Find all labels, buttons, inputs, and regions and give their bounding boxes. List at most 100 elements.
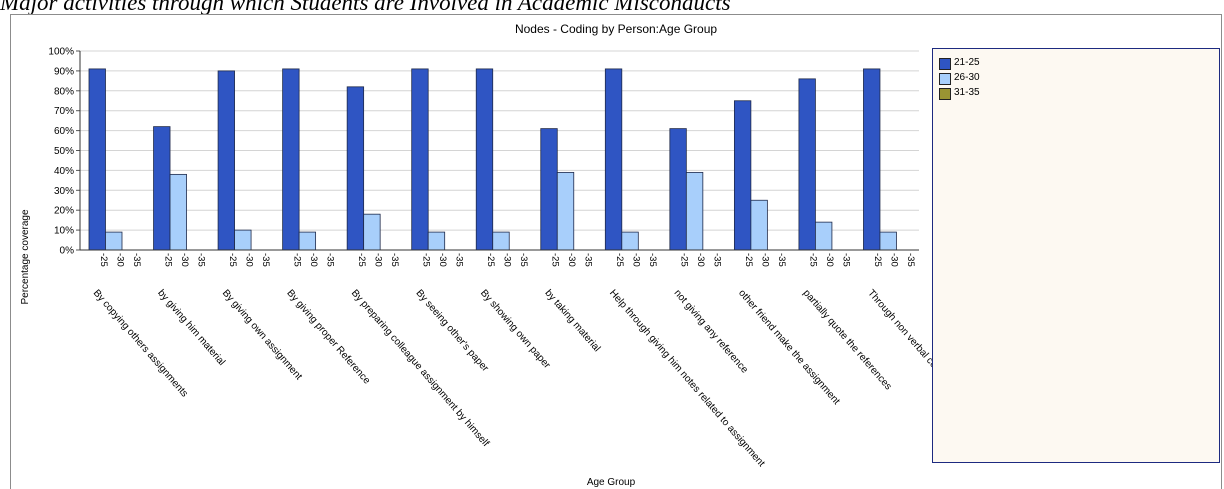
x-subtick-label: -35 bbox=[841, 253, 852, 267]
y-tick-label: 0% bbox=[60, 246, 75, 257]
y-tick-label: 20% bbox=[54, 206, 74, 217]
y-tick-label: 70% bbox=[54, 106, 74, 117]
y-tick-label: 40% bbox=[54, 166, 74, 177]
x-subtick-label: -30 bbox=[179, 253, 190, 267]
bar-26-30 bbox=[234, 229, 252, 251]
bar-26-30 bbox=[427, 231, 446, 251]
x-subtick-label: -30 bbox=[566, 253, 577, 267]
legend-label: 31-35 bbox=[954, 87, 980, 98]
bar-26-30 bbox=[298, 231, 317, 251]
y-tick-label: 60% bbox=[54, 126, 74, 137]
bar-chart: Nodes - Coding by Person:Age Group Perce… bbox=[20, 22, 977, 488]
x-subtick-label: -25 bbox=[872, 253, 883, 267]
x-subtick-label: -25 bbox=[485, 253, 496, 267]
x-subtick-label: -30 bbox=[243, 253, 254, 267]
x-subtick-label: -25 bbox=[614, 253, 625, 267]
x-subtick-label: -30 bbox=[824, 253, 835, 267]
y-tick-labels: 0% 10% 20% 30% 40% 50% 60% 70% 80% 90% 100% bbox=[48, 47, 74, 257]
x-category-label: by taking material bbox=[543, 288, 603, 354]
bar-26-30 bbox=[105, 231, 123, 251]
y-tick-label: 30% bbox=[54, 186, 74, 197]
bar-26-30 bbox=[621, 231, 639, 251]
x-subtick-label: -30 bbox=[308, 253, 319, 267]
bar-26-30 bbox=[750, 199, 768, 251]
x-subtick-label: -35 bbox=[131, 253, 142, 267]
gridlines bbox=[76, 50, 919, 251]
y-axis-title: Percentage coverage bbox=[20, 209, 31, 305]
x-subtick-label: -30 bbox=[889, 253, 900, 267]
x-subtick-label: -30 bbox=[760, 253, 771, 267]
bar-26-30 bbox=[556, 171, 575, 251]
x-subtick-label: -25 bbox=[356, 253, 367, 267]
x-axis-title: Age Group bbox=[587, 477, 636, 488]
bar-21-25 bbox=[733, 100, 752, 251]
x-subtick-label: -30 bbox=[372, 253, 383, 267]
y-tick-label: 80% bbox=[54, 86, 74, 97]
bar-21-25 bbox=[282, 68, 300, 251]
x-subtick-label: -30 bbox=[437, 253, 448, 267]
bar-26-30 bbox=[815, 221, 833, 251]
x-category-label: By preparing colleague assignment by him… bbox=[349, 288, 491, 449]
x-subtick-label: -35 bbox=[647, 253, 658, 267]
bar-26-30 bbox=[685, 171, 704, 251]
bar-21-25 bbox=[475, 68, 494, 251]
bar-21-25 bbox=[798, 78, 816, 251]
axes bbox=[79, 51, 919, 251]
x-subtick-label: -25 bbox=[743, 253, 754, 267]
chart-frame: Nodes - Coding by Person:Age Group Perce… bbox=[10, 14, 1222, 489]
legend-swatch bbox=[939, 73, 951, 85]
x-category-label: by giving him material bbox=[155, 288, 227, 368]
x-subtick-label: -30 bbox=[114, 253, 125, 267]
bar-21-25 bbox=[411, 68, 429, 251]
bar-21-25 bbox=[863, 68, 881, 251]
bar-26-30 bbox=[363, 213, 381, 251]
x-subtick-label: -25 bbox=[162, 253, 173, 267]
chart-title: Nodes - Coding by Person:Age Group bbox=[515, 22, 717, 36]
legend-swatch bbox=[939, 88, 951, 100]
bar-21-25 bbox=[153, 126, 171, 251]
x-subtick-label: -25 bbox=[227, 253, 238, 267]
x-subtick-label: -35 bbox=[260, 253, 271, 267]
x-subtick-label: -35 bbox=[776, 253, 787, 267]
x-subtick-label: -35 bbox=[389, 253, 400, 267]
y-tick-label: 100% bbox=[48, 47, 74, 58]
x-category-label: other friend make the assignment bbox=[736, 288, 842, 407]
bar-21-25 bbox=[217, 70, 235, 251]
x-subtick-label: -25 bbox=[98, 253, 109, 267]
x-subtick-label: -25 bbox=[420, 253, 431, 267]
x-subtick-label: -35 bbox=[453, 253, 464, 267]
y-tick-label: 10% bbox=[54, 226, 74, 237]
x-subtick-label: -35 bbox=[583, 253, 594, 267]
x-subtick-label: -35 bbox=[195, 253, 206, 267]
x-subtick-label: -25 bbox=[291, 253, 302, 267]
x-subtick-label: -25 bbox=[808, 253, 819, 267]
bar-26-30 bbox=[169, 173, 187, 251]
bar-26-30 bbox=[492, 231, 510, 251]
x-category-label: not giving any reference bbox=[672, 288, 751, 376]
bar-26-30 bbox=[879, 231, 897, 251]
x-subtick-label: -25 bbox=[679, 253, 690, 267]
legend-label: 26-30 bbox=[954, 72, 980, 83]
x-category-label: By showing own paper bbox=[478, 288, 553, 372]
x-subtick-label: -35 bbox=[905, 253, 916, 267]
y-tick-label: 50% bbox=[54, 146, 74, 157]
bar-21-25 bbox=[540, 128, 558, 251]
x-subtick-labels: -25 -30 -35 -25 -30 -35 -25 -30 -35 -25 -30 -35 -25-… bbox=[98, 253, 916, 267]
x-subtick-label: -35 bbox=[518, 253, 529, 267]
x-category-label: Help through giving him notes related to… bbox=[607, 288, 767, 469]
x-subtick-label: -30 bbox=[695, 253, 706, 267]
bar-series bbox=[88, 68, 897, 251]
legend-swatch bbox=[939, 58, 951, 70]
bar-21-25 bbox=[346, 86, 365, 251]
legend: 21-25 26-30 31-35 bbox=[932, 48, 1220, 463]
x-subtick-label: -30 bbox=[501, 253, 512, 267]
document-heading: Major activities through which Students … bbox=[0, 0, 731, 15]
x-subtick-label: -35 bbox=[712, 253, 723, 267]
y-tick-label: 90% bbox=[54, 66, 74, 77]
bar-21-25 bbox=[88, 68, 106, 251]
x-category-label: By seeing other's paper bbox=[413, 288, 490, 375]
x-subtick-label: -25 bbox=[550, 253, 561, 267]
bar-21-25 bbox=[669, 128, 687, 251]
x-subtick-label: -35 bbox=[324, 253, 335, 267]
